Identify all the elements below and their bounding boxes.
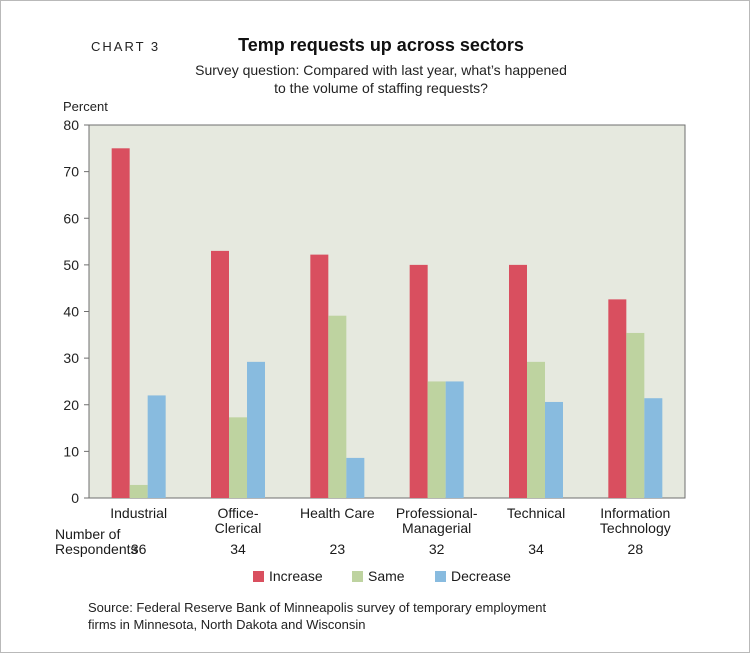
legend-swatch-increase <box>253 571 264 582</box>
x-tick-label: Health Care <box>300 505 375 521</box>
bar-same-4 <box>427 381 446 498</box>
respondents-count: 36 <box>131 541 147 557</box>
bar-increase-3 <box>310 254 329 498</box>
legend-swatch-same <box>352 571 363 582</box>
bar-increase-4 <box>409 264 428 498</box>
respondents-label: Respondents <box>55 541 138 557</box>
source-line-2: firms in Minnesota, North Dakota and Wis… <box>88 617 366 632</box>
y-tick-label: 70 <box>63 164 79 180</box>
x-tick-label: Managerial <box>402 520 471 536</box>
source-note: Source: Federal Reserve Bank of Minneapo… <box>88 599 648 633</box>
respondents-count: 28 <box>628 541 644 557</box>
bar-increase-5 <box>509 264 527 498</box>
bar-decrease-2 <box>247 361 265 498</box>
respondents-count: 23 <box>330 541 346 557</box>
subtitle-line-1: Survey question: Compared with last year… <box>195 62 567 78</box>
legend-label-same: Same <box>368 568 405 584</box>
x-tick-label: Professional- <box>396 505 478 521</box>
y-tick-label: 10 <box>63 443 79 459</box>
y-tick-label: 20 <box>63 397 79 413</box>
chart-title: Temp requests up across sectors <box>238 35 524 55</box>
x-tick-label: Information <box>600 505 670 521</box>
respondents-count: 34 <box>528 541 544 557</box>
bar-increase-6 <box>608 299 627 498</box>
y-axis-label: Percent <box>63 99 108 114</box>
subtitle-line-2: to the volume of staffing requests? <box>274 80 488 96</box>
bar-same-6 <box>626 332 645 498</box>
bar-decrease-6 <box>644 398 663 498</box>
y-tick-label: 80 <box>63 117 79 133</box>
respondents-count: 34 <box>230 541 246 557</box>
legend-label-decrease: Decrease <box>451 568 511 584</box>
bar-same-3 <box>328 315 347 498</box>
x-tick-label: Clerical <box>215 520 262 536</box>
bar-decrease-5 <box>545 401 563 498</box>
bar-decrease-1 <box>147 395 166 498</box>
bar-same-5 <box>527 361 545 498</box>
x-tick-label: Industrial <box>110 505 167 521</box>
plot-area <box>88 124 686 499</box>
bar-increase-1 <box>111 148 130 498</box>
y-tick-label: 60 <box>63 210 79 226</box>
bar-decrease-3 <box>346 457 365 498</box>
chart-subtitle: Survey question: Compared with last year… <box>1 61 750 97</box>
bar-same-1 <box>129 484 148 498</box>
x-tick-label: Office- <box>218 505 259 521</box>
legend-label-increase: Increase <box>269 568 323 584</box>
x-tick-label: Technical <box>507 505 565 521</box>
y-tick-label: 30 <box>63 350 79 366</box>
chart-number: CHART 3 <box>91 39 161 54</box>
y-tick-label: 40 <box>63 304 79 320</box>
x-tick-label: Technology <box>600 520 671 536</box>
bar-same-2 <box>229 417 247 498</box>
legend-swatch-decrease <box>435 571 446 582</box>
y-tick-label: 0 <box>71 490 79 506</box>
source-line-1: Source: Federal Reserve Bank of Minneapo… <box>88 600 547 615</box>
y-tick-label: 50 <box>63 257 79 273</box>
bar-increase-2 <box>211 250 229 498</box>
bar-decrease-4 <box>445 381 464 498</box>
respondents-count: 32 <box>429 541 445 557</box>
respondents-label: Number of <box>55 526 120 542</box>
